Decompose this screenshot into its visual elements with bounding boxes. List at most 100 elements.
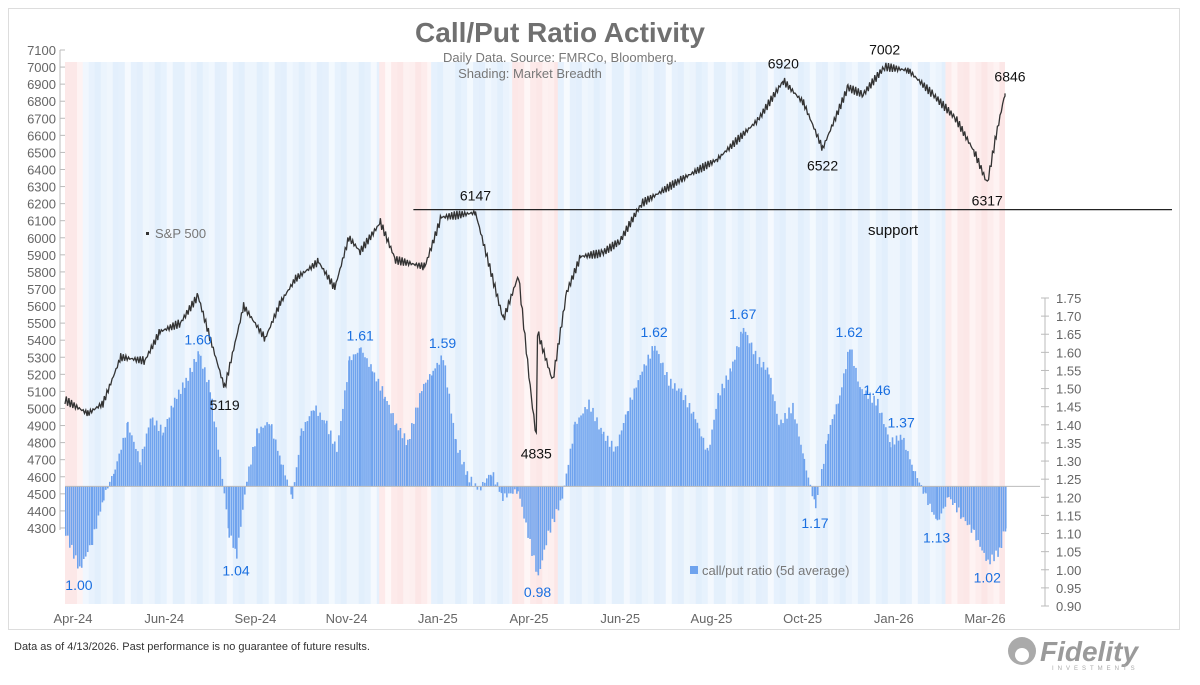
ratio-bar	[193, 359, 195, 487]
breadth-shade-band	[160, 62, 167, 604]
ratio-bar	[208, 379, 210, 487]
ratio-bar	[120, 449, 123, 487]
ratio-bar	[223, 486, 226, 494]
breadth-shade-band	[322, 62, 329, 604]
breadth-shade-band	[767, 62, 774, 604]
breadth-shade-band	[202, 62, 209, 604]
breadth-shade-band	[695, 62, 702, 604]
ratio-bar	[474, 483, 477, 487]
ratio-bar	[964, 486, 967, 522]
ratio-bar	[909, 459, 911, 487]
ratio-bar	[375, 381, 378, 487]
breadth-shade-band	[334, 62, 341, 604]
right-axis-tick: 1.15	[1056, 508, 1081, 523]
ratio-bar	[492, 472, 495, 487]
ratio-bar	[730, 371, 732, 487]
breadth-shade-band	[999, 62, 1005, 604]
ratio-bar	[371, 371, 374, 487]
ratio-bar	[746, 335, 749, 487]
breadth-shade-band	[178, 62, 185, 604]
ratio-bar	[105, 486, 107, 490]
ratio-bar	[979, 486, 981, 547]
ratio-bar	[666, 372, 668, 487]
left-axis-tick: 6500	[27, 145, 56, 160]
ratio-bar	[571, 443, 574, 487]
ratio-bar	[295, 467, 298, 487]
ratio-bar	[627, 411, 630, 487]
ratio-bar	[658, 354, 660, 487]
breadth-shade-band	[415, 62, 422, 604]
ratio-bar	[802, 453, 804, 487]
ratio-bar	[381, 386, 384, 487]
ratio-bar	[901, 439, 903, 487]
breadth-shade-band	[364, 62, 371, 604]
ratio-bar	[820, 469, 823, 487]
right-axis-tick: 1.65	[1056, 327, 1081, 342]
left-axis-tick: 4300	[27, 521, 56, 536]
ratio-bar	[438, 364, 440, 487]
ratio-bar	[448, 393, 451, 487]
fidelity-logo: Fidelity INVESTMENTS	[1008, 636, 1139, 672]
breadth-shade-band	[274, 62, 281, 604]
ratio-bar	[254, 446, 256, 487]
ratio-bar	[608, 446, 611, 487]
ratio-bar	[811, 486, 814, 497]
breadth-shade-band	[268, 62, 275, 604]
ratio-bar	[717, 393, 720, 487]
breadth-shade-band	[671, 62, 678, 604]
ratio-bar	[299, 435, 302, 487]
ratio-bar	[512, 486, 514, 494]
breadth-shade-band	[503, 62, 510, 604]
breadth-shade-band	[957, 62, 964, 604]
ratio-bar	[656, 350, 658, 487]
ratio-bar	[290, 486, 292, 495]
breadth-shade-band	[905, 62, 912, 604]
left-axis-tick: 6000	[27, 231, 56, 246]
breadth-shade-band	[617, 62, 624, 604]
ratio-bar	[672, 388, 674, 487]
ratio-bar	[555, 486, 558, 510]
ratio-bar	[725, 375, 728, 487]
breadth-shade-band	[238, 62, 245, 604]
breadth-shade-band	[403, 62, 410, 604]
right-axis-tick: 1.70	[1056, 309, 1081, 324]
x-axis-tick: Nov-24	[326, 611, 368, 626]
breadth-shade-band	[969, 62, 976, 604]
left-axis-tick: 6400	[27, 162, 56, 177]
breadth-shade-band	[899, 62, 906, 604]
ratio-bar	[84, 486, 87, 557]
left-axis-tick: 5400	[27, 333, 56, 348]
breadth-shade-band	[262, 62, 269, 604]
ratio-bar	[713, 419, 715, 487]
chart-subtitle-1: Daily Data. Source: FMRCo, Bloomberg.	[443, 50, 677, 65]
ratio-bar	[268, 425, 271, 487]
ratio-bar	[470, 476, 473, 487]
ratio-bar	[809, 484, 812, 487]
ratio-bar	[966, 486, 969, 526]
breadth-shade-band	[815, 62, 822, 604]
ratio-bar	[668, 385, 670, 487]
ratio-bar	[103, 486, 105, 501]
breadth-shade-band	[761, 62, 768, 604]
ratio-bar	[127, 421, 129, 487]
right-axis-tick: 0.90	[1056, 599, 1081, 614]
ratio-bar	[704, 449, 707, 487]
ratio-bar	[242, 486, 244, 510]
ratio-bar	[91, 486, 94, 546]
ratio-bar	[519, 486, 521, 499]
ratio-bar	[350, 360, 353, 487]
ratio-bar	[940, 486, 943, 514]
ratio-bar	[1002, 486, 1005, 532]
ratio-bar	[748, 343, 751, 487]
ratio-bar	[256, 428, 258, 487]
ratio-bar	[401, 438, 404, 487]
breadth-shade-band	[941, 62, 946, 604]
ratio-bar	[903, 437, 905, 487]
ratio-bar	[149, 418, 152, 487]
ratio-annotation: 1.61	[347, 328, 374, 344]
ratio-bar	[835, 404, 838, 487]
left-axis-tick: 6200	[27, 197, 56, 212]
ratio-bar	[843, 373, 845, 487]
ratio-bar	[664, 375, 666, 487]
ratio-bar	[686, 407, 689, 487]
